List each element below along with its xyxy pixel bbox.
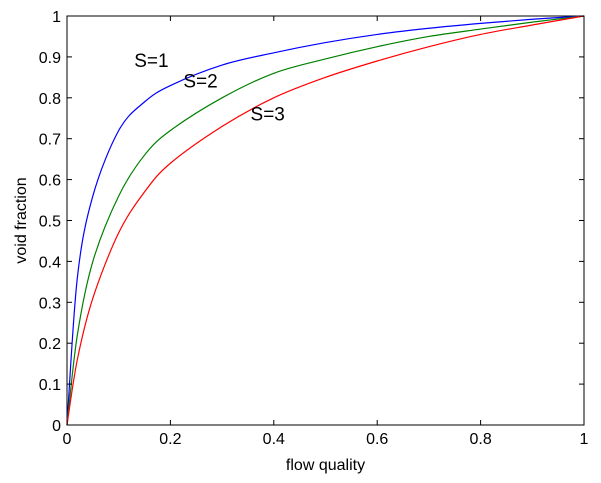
series-line-2 xyxy=(66,15,585,426)
y-tick-label: 0.7 xyxy=(39,132,61,149)
series-line-3 xyxy=(66,15,585,426)
x-tick-label: 0 xyxy=(63,431,72,448)
y-axis-label: void fraction xyxy=(13,177,30,263)
x-axis-ticks: 0 0.2 0.4 0.6 0.8 1 xyxy=(63,16,589,448)
plot-area xyxy=(66,15,585,426)
y-tick-label: 0 xyxy=(52,418,61,435)
y-tick-label: 0.5 xyxy=(39,214,61,231)
y-tick-label: 0.2 xyxy=(39,336,61,353)
x-tick-label: 0.2 xyxy=(159,431,181,448)
y-tick-label: 0.8 xyxy=(39,91,61,108)
y-axis-ticks: 0 0.1 0.2 0.3 0.4 0.5 0.6 0.7 0.8 0.9 1 xyxy=(39,9,584,435)
curve-label-2: S=2 xyxy=(183,72,217,93)
x-tick-label: 0.6 xyxy=(366,431,388,448)
curve-label-3: S=3 xyxy=(251,104,285,125)
series-layer xyxy=(66,15,585,426)
x-axis-label: flow quality xyxy=(286,457,365,474)
y-tick-label: 1 xyxy=(52,9,61,26)
series-line-1 xyxy=(66,15,585,426)
y-tick-label: 0.9 xyxy=(39,50,61,67)
x-tick-label: 0.8 xyxy=(469,431,491,448)
y-tick-label: 0.4 xyxy=(39,254,61,271)
y-tick-label: 0.6 xyxy=(39,173,61,190)
x-tick-label: 1 xyxy=(580,431,589,448)
y-tick-label: 0.3 xyxy=(39,295,61,312)
curve-annotations: S=1 S=2 S=3 xyxy=(134,51,285,125)
x-tick-label: 0.4 xyxy=(263,431,285,448)
y-tick-label: 0.1 xyxy=(39,377,61,394)
curve-label-1: S=1 xyxy=(134,51,168,72)
